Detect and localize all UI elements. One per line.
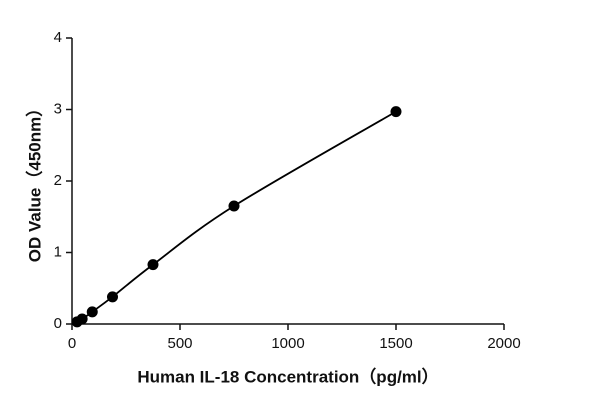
data-point [147,259,159,271]
x-tick-label: 1500 [379,335,412,352]
y-tick-label: 3 [54,100,62,117]
x-axis-title: Human IL-18 Concentration（pg/ml） [137,366,438,386]
x-tick-label: 500 [167,335,192,352]
data-point [86,306,98,318]
fit-curve [76,110,397,323]
data-point [228,200,240,212]
y-tick-label: 0 [54,315,62,332]
x-tick-label: 1000 [271,335,304,352]
x-tick-label: 2000 [487,335,520,352]
y-tick-label: 1 [54,243,62,260]
y-axis-title: OD Value（450nm） [24,100,44,263]
data-point [76,313,88,325]
y-tick-label: 2 [54,172,62,189]
data-point [107,291,118,303]
x-tick-label: 0 [68,335,76,352]
data-point [390,106,402,118]
y-tick-label: 4 [54,29,62,46]
